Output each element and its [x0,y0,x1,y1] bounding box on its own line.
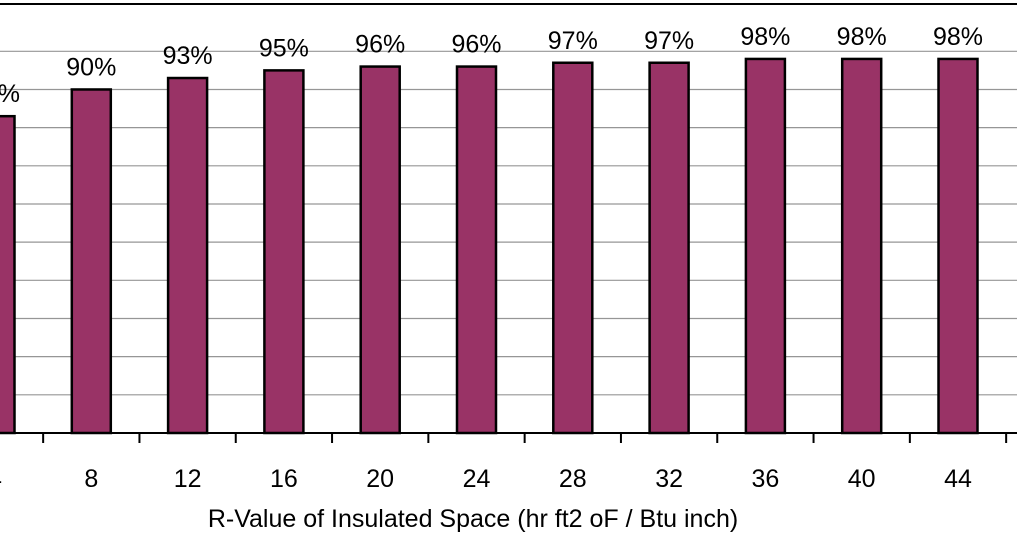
data-label-8: 90% [66,53,116,81]
bar-24 [455,65,498,435]
x-tick-label-36: 36 [751,465,779,493]
data-label-12: 93% [163,42,213,70]
bars [0,57,979,435]
data-label-4: 83% [0,80,20,108]
bar-44 [937,57,979,435]
x-tick-label-44: 44 [944,465,972,493]
bar-4 [0,114,16,435]
data-label-32: 97% [644,27,694,55]
bar-20 [359,65,401,435]
x-axis-ticks [42,433,1008,443]
data-label-44: 98% [933,23,983,51]
x-tick-label-32: 32 [655,465,683,493]
bar-16 [263,69,305,435]
x-tick-labels: 4812162024283236404448 [0,465,972,493]
x-tick-label-12: 12 [174,465,202,493]
x-tick-label-24: 24 [463,465,491,493]
bar-28 [552,61,594,435]
x-tick-label-28: 28 [559,465,587,493]
x-tick-label-20: 20 [366,465,394,493]
x-tick-label-40: 40 [848,465,876,493]
x-tick-label-16: 16 [270,465,298,493]
data-label-28: 97% [548,27,598,55]
bar-36 [744,57,787,435]
data-labels: 83%90%93%95%96%96%97%97%98%98%98%98% [0,23,983,108]
data-label-24: 96% [451,31,501,59]
bar-32 [648,61,690,435]
bar-8 [70,88,113,435]
x-tick-label-4: 4 [0,465,2,493]
data-label-40: 98% [837,23,887,51]
bar-12 [166,76,209,435]
x-tick-label-8: 8 [84,465,98,493]
data-label-16: 95% [259,34,309,62]
bar-40 [840,57,883,435]
x-axis-title: R-Value of Insulated Space (hr ft2 oF / … [208,505,738,533]
data-label-20: 96% [355,31,405,59]
data-label-36: 98% [740,23,790,51]
